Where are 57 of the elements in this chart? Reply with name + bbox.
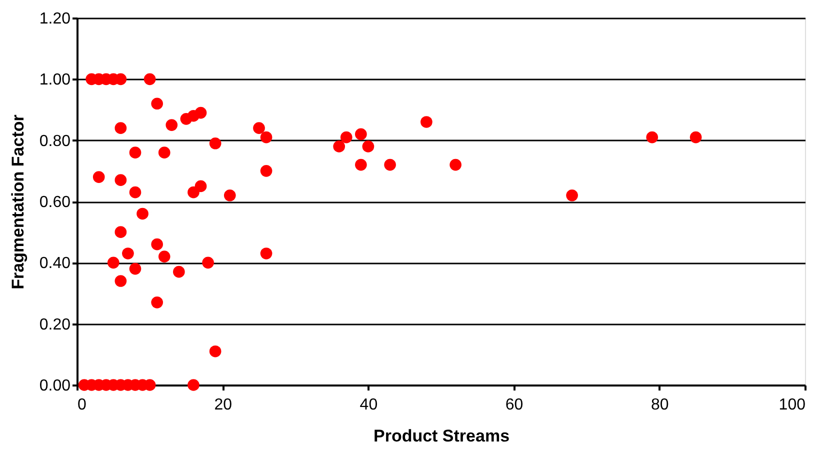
point: [209, 137, 222, 150]
point: [362, 140, 374, 152]
point: [158, 146, 170, 158]
point: [333, 140, 345, 152]
point: [253, 122, 265, 134]
point: [209, 345, 222, 358]
point: [188, 379, 200, 391]
x-tick-label: 100: [778, 396, 806, 414]
point: [690, 131, 702, 144]
point: [107, 256, 120, 269]
point: [151, 296, 163, 308]
point: [420, 116, 432, 128]
point: [129, 186, 142, 198]
y-tick-label: 1.20: [39, 10, 71, 28]
point: [114, 174, 127, 186]
point: [129, 146, 142, 158]
y-tick-label: 1.00: [39, 72, 71, 89]
point: [260, 131, 272, 144]
point: [194, 180, 207, 192]
y-tick-label: 0.80: [39, 132, 71, 150]
point: [144, 73, 156, 86]
x-tick-label: 0: [78, 396, 86, 414]
point: [224, 189, 236, 202]
point: [92, 171, 105, 183]
y-axis-title: Fragmentation Factor: [8, 114, 28, 290]
point: [355, 158, 367, 171]
x-tick-label: 40: [360, 396, 378, 414]
point: [646, 131, 658, 144]
y-tick-label: 0.20: [39, 316, 71, 334]
point: [202, 256, 214, 269]
point: [194, 106, 207, 119]
point: [173, 266, 185, 278]
point: [166, 119, 178, 131]
x-tick-label: 20: [214, 396, 232, 414]
x-tick-label: 60: [505, 396, 524, 414]
point: [129, 262, 142, 275]
point: [136, 208, 148, 220]
point: [151, 98, 163, 110]
point: [384, 158, 396, 171]
point: [188, 186, 200, 198]
point: [122, 248, 134, 260]
point: [114, 275, 127, 287]
point: [114, 122, 127, 134]
point: [566, 189, 578, 202]
point: [355, 128, 367, 140]
point: [260, 248, 272, 260]
y-tick-label: 0.00: [39, 378, 71, 394]
point: [158, 250, 170, 262]
x-tick-label: 80: [651, 396, 669, 414]
point: [450, 158, 462, 171]
y-tick-label: 0.60: [39, 194, 71, 211]
y-tick-label: 0.40: [39, 255, 71, 272]
point: [151, 238, 163, 250]
point: [260, 165, 272, 177]
point: [114, 226, 127, 238]
point: [340, 131, 352, 144]
x-axis-title: Product Streams: [373, 426, 510, 446]
